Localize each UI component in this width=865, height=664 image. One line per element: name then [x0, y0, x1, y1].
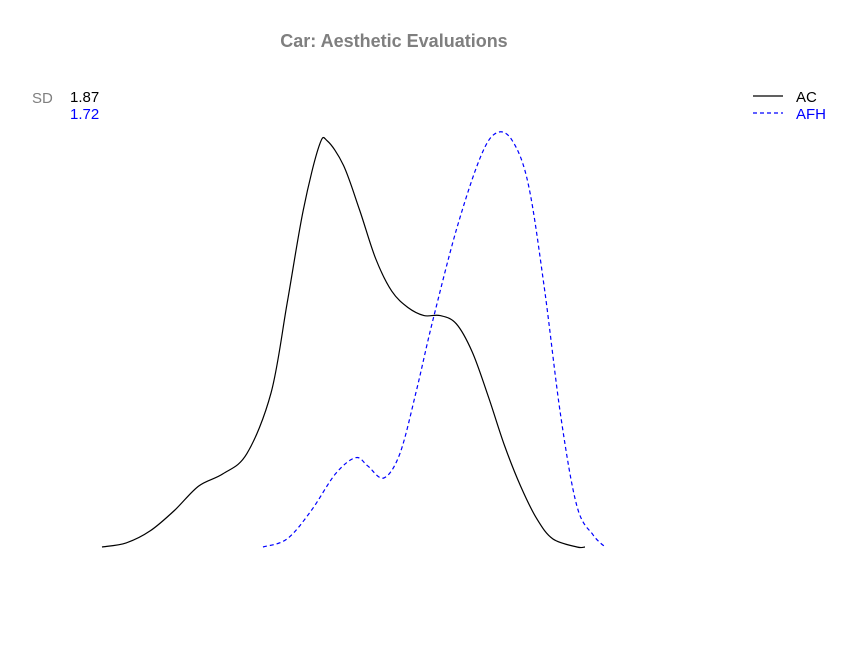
sd-value-afh: 1.72: [70, 106, 99, 123]
sd-value-ac: 1.87: [70, 89, 99, 106]
sd-label: SD: [32, 90, 53, 107]
series-line-ac: [101, 136, 586, 549]
legend: AC AFH: [753, 89, 826, 123]
legend-label-afh: AFH: [796, 106, 826, 123]
legend-label-ac: AC: [796, 89, 817, 106]
series-line-afh: [262, 131, 606, 548]
chart-title: Car: Aesthetic Evaluations: [280, 31, 507, 51]
plot-area: [101, 131, 606, 549]
